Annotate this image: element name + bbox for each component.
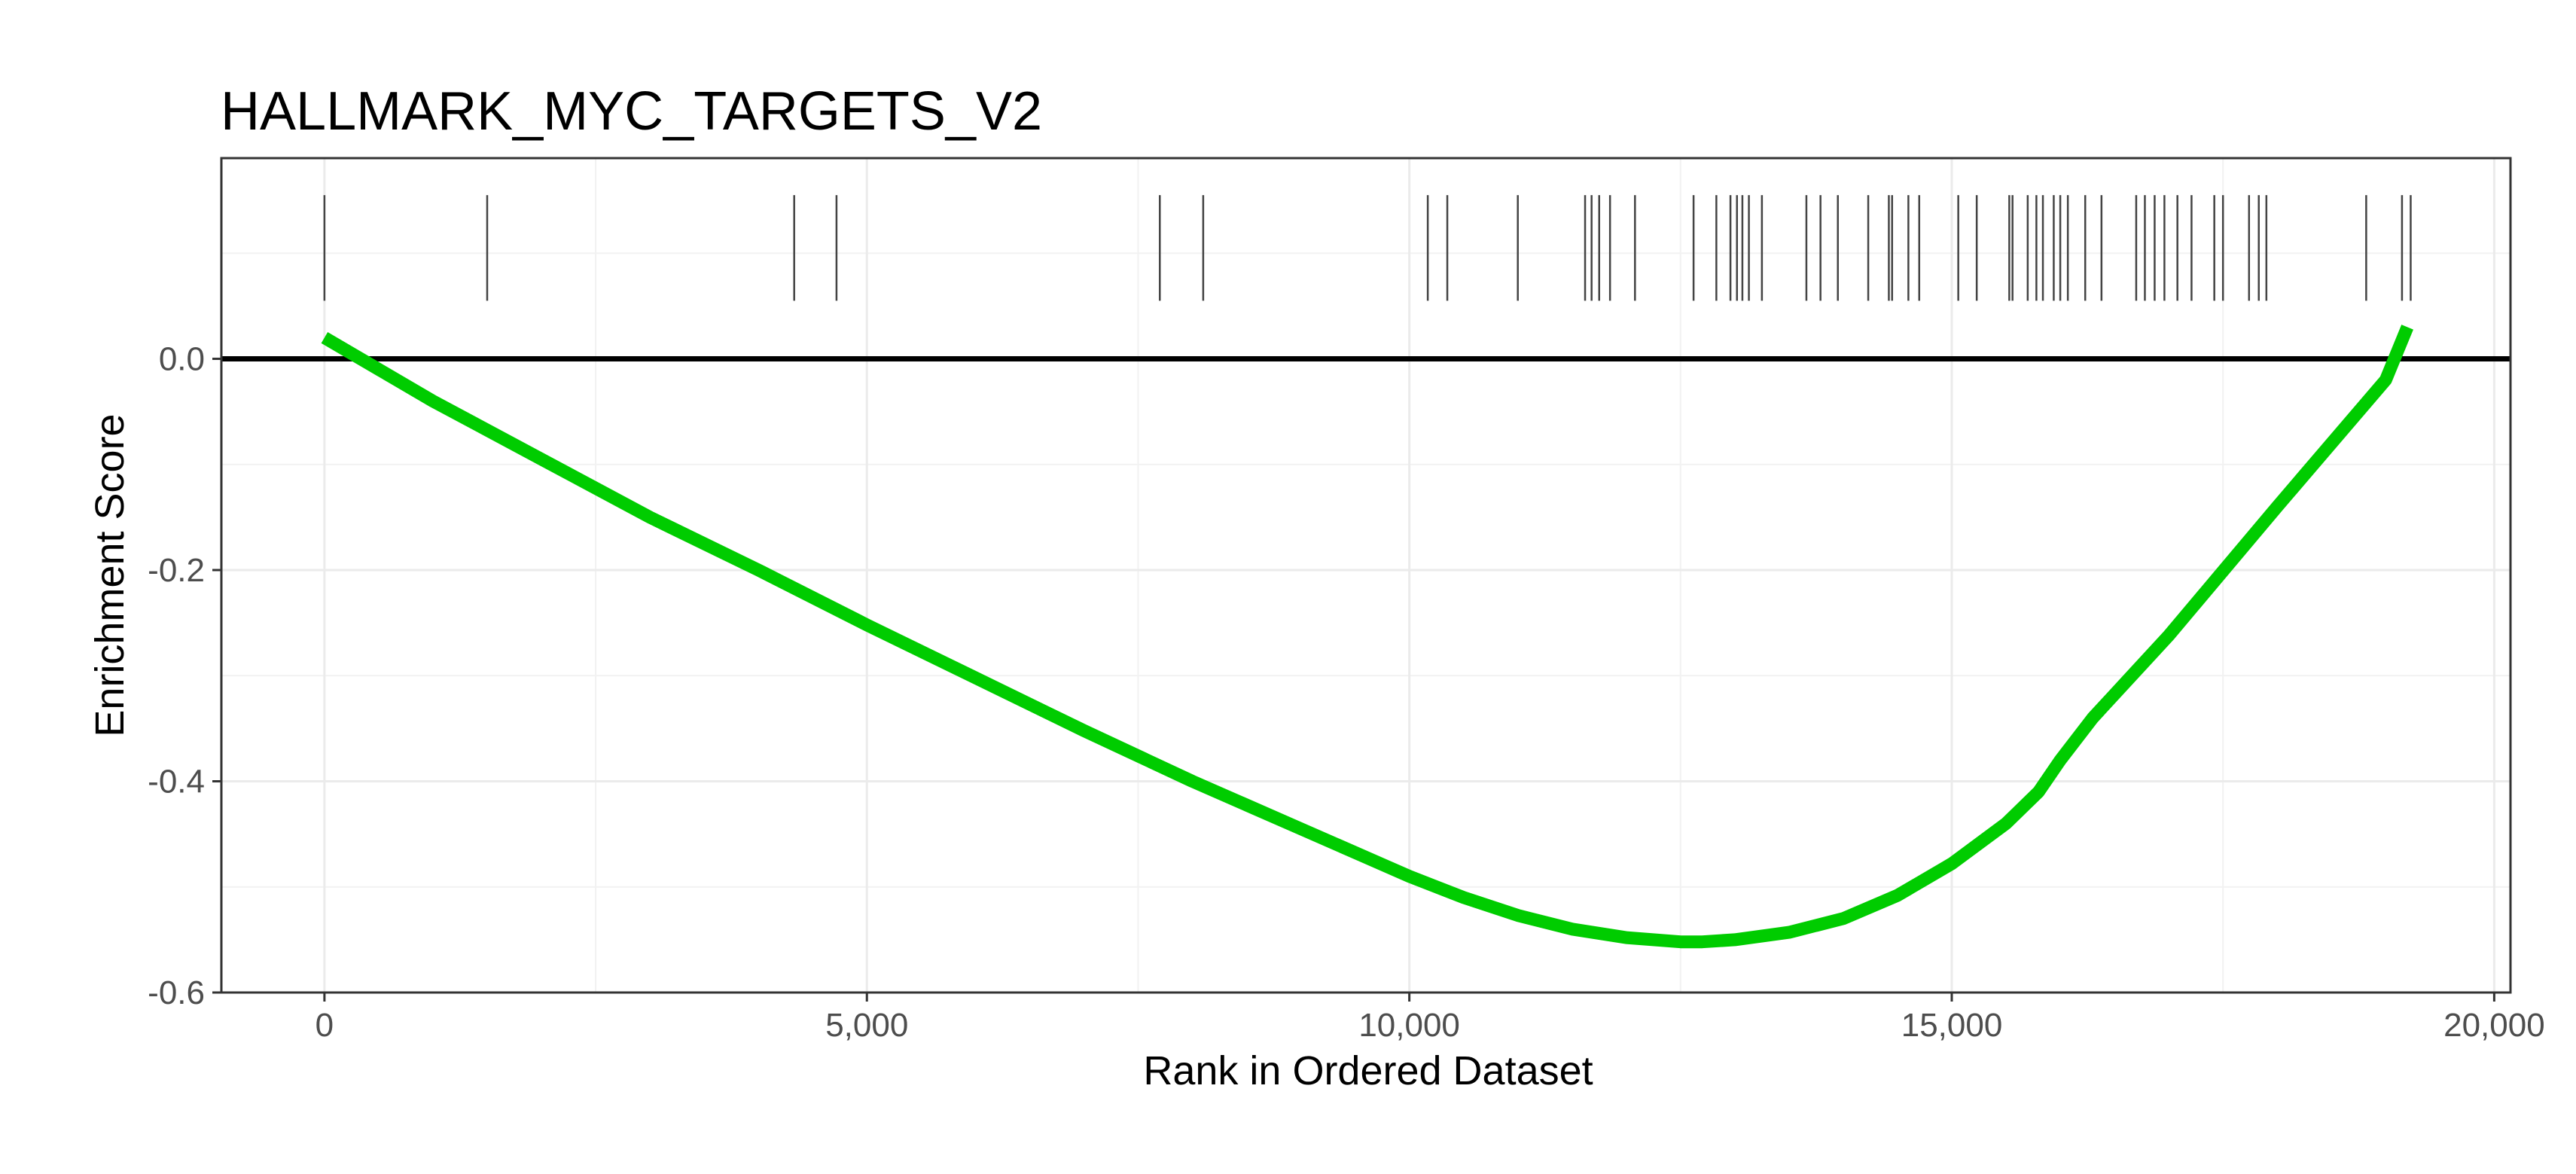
enrichment-score-line	[321, 325, 2413, 949]
minor-gridlines	[221, 158, 2510, 993]
gene-hit-marks	[323, 195, 2412, 301]
chart-title: HALLMARK_MYC_TARGETS_V2	[221, 81, 1042, 142]
x-axis: 0 5,000 10,000 15,000 20,000	[316, 993, 2545, 1044]
y-tick-label: -0.6	[148, 974, 205, 1011]
panel-border	[220, 157, 2512, 994]
y-tick-label: 0.0	[159, 340, 205, 377]
x-tick-label: 10,000	[1358, 1007, 1460, 1044]
x-tick-label: 0	[316, 1007, 334, 1044]
major-gridlines	[221, 158, 2510, 994]
y-tick-label: -0.2	[148, 552, 205, 589]
x-axis-title: Rank in Ordered Dataset	[1143, 1048, 1593, 1093]
y-axis: 0.0 -0.2 -0.4 -0.6	[148, 340, 221, 1011]
y-tick-label: -0.4	[148, 763, 205, 800]
x-tick-label: 20,000	[2443, 1007, 2545, 1044]
x-tick-label: 5,000	[825, 1007, 908, 1044]
y-axis-title: Enrichment Score	[87, 413, 133, 736]
x-tick-label: 15,000	[1901, 1007, 2003, 1044]
